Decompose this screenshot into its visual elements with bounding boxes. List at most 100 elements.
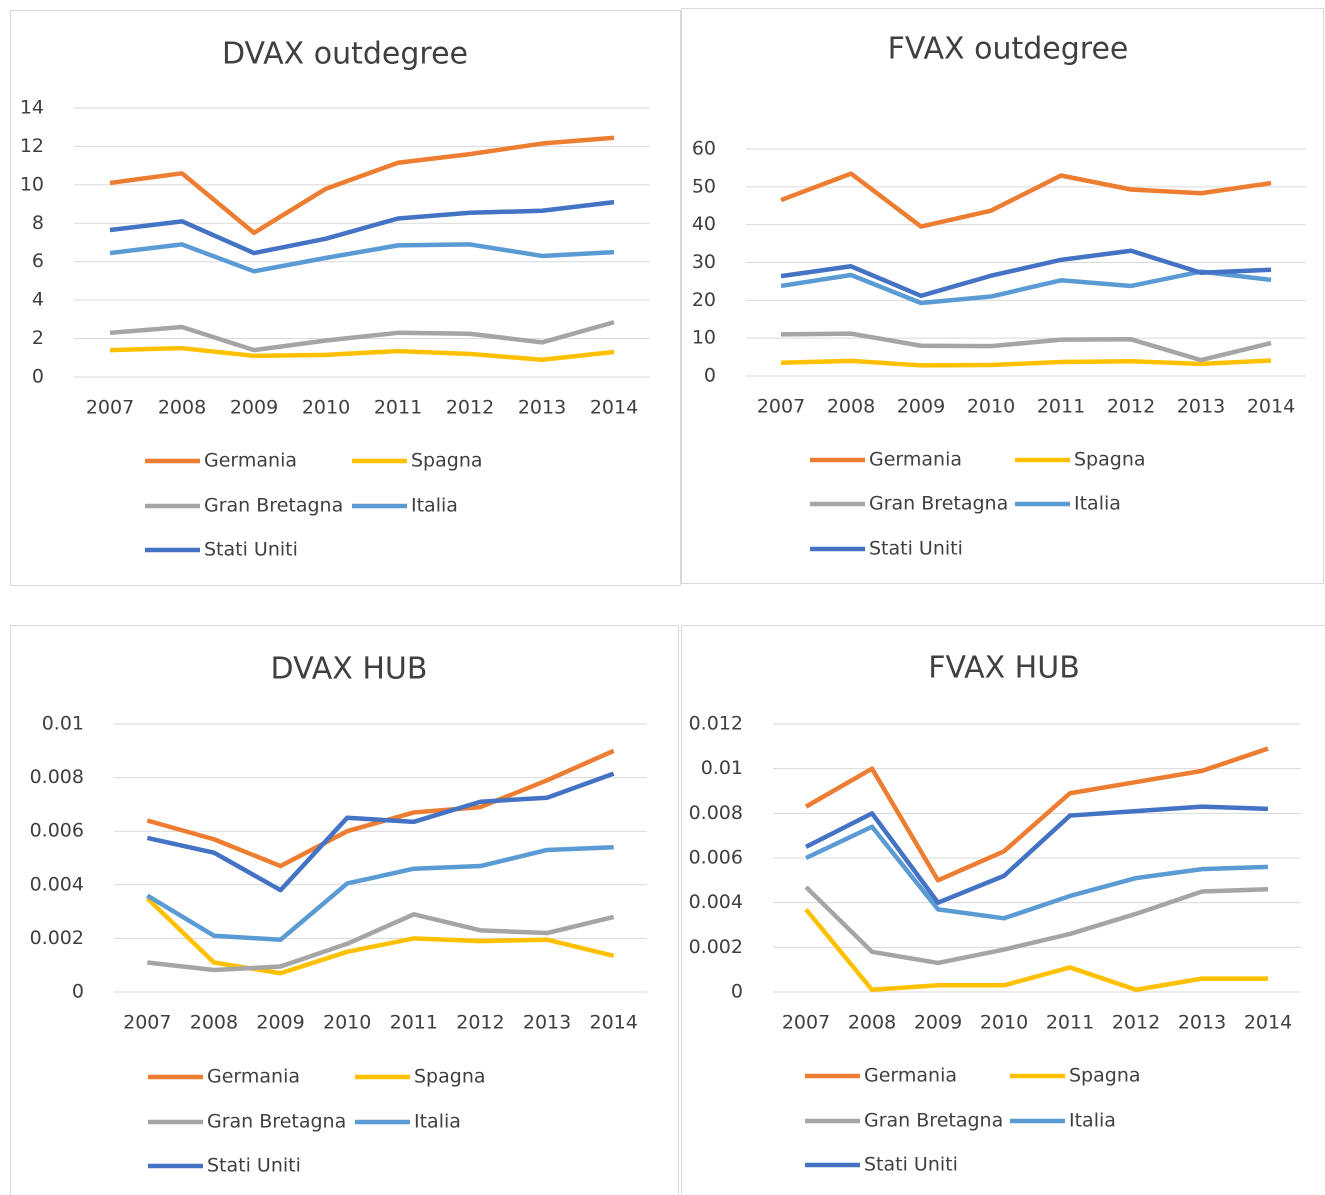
legend-label: Stati Uniti <box>869 538 963 560</box>
legend-label: Italia <box>1069 1110 1116 1132</box>
x-tick-label: 2007 <box>86 397 134 419</box>
chart-frame <box>681 625 1325 1195</box>
x-tick-label: 2013 <box>523 1012 571 1034</box>
legend-label: Stati Uniti <box>207 1155 301 1177</box>
x-tick-label: 2007 <box>782 1012 830 1034</box>
y-tick-label: 0.01 <box>42 713 84 735</box>
x-tick-label: 2011 <box>1046 1012 1094 1034</box>
x-tick-label: 2007 <box>757 396 805 418</box>
x-tick-label: 2010 <box>323 1012 371 1034</box>
chart-title: DVAX outdegree <box>222 37 468 72</box>
x-tick-label: 2009 <box>897 396 945 418</box>
x-tick-label: 2013 <box>518 397 566 419</box>
legend-label: Gran Bretagna <box>869 493 1008 515</box>
y-tick-label: 6 <box>32 250 44 272</box>
y-tick-label: 0.008 <box>689 802 743 824</box>
y-tick-label: 0 <box>72 981 84 1003</box>
y-tick-label: 0.01 <box>701 757 743 779</box>
x-tick-label: 2013 <box>1178 1012 1226 1034</box>
series-line <box>780 248 1272 299</box>
y-tick-label: 10 <box>692 327 716 349</box>
y-tick-label: 40 <box>692 213 716 235</box>
x-tick-label: 2012 <box>456 1012 504 1034</box>
y-tick-label: 14 <box>20 97 44 119</box>
legend-label: Stati Uniti <box>204 539 298 561</box>
x-tick-label: 2014 <box>590 1012 638 1034</box>
series-line <box>109 242 615 274</box>
chart-frame <box>681 8 1324 584</box>
legend-label: Gran Bretagna <box>204 495 343 517</box>
y-tick-label: 8 <box>32 212 44 234</box>
series-line <box>109 135 615 236</box>
series-line <box>805 824 1269 921</box>
x-tick-label: 2011 <box>1037 396 1085 418</box>
x-tick-label: 2010 <box>302 397 350 419</box>
legend-label: Germania <box>864 1065 957 1087</box>
x-tick-label: 2011 <box>390 1012 438 1034</box>
y-tick-label: 10 <box>20 173 44 195</box>
chart-title: FVAX HUB <box>928 651 1080 686</box>
legend-label: Spagna <box>411 450 483 472</box>
y-tick-label: 0.004 <box>689 891 743 913</box>
y-tick-label: 0 <box>731 981 743 1003</box>
legend-label: Italia <box>411 495 458 517</box>
series-line <box>804 885 1269 966</box>
chart-frame <box>10 625 679 1195</box>
y-tick-label: 0.012 <box>689 713 743 735</box>
series-line <box>780 358 1272 368</box>
series-line <box>780 269 1272 306</box>
legend-label: Gran Bretagna <box>207 1111 346 1133</box>
x-tick-label: 2009 <box>256 1012 304 1034</box>
legend-label: Germania <box>207 1066 300 1088</box>
legend-label: Italia <box>1074 493 1121 515</box>
series-line <box>147 912 615 973</box>
series-line <box>804 907 1268 993</box>
series-line <box>804 804 1269 905</box>
x-tick-label: 2007 <box>123 1012 171 1034</box>
x-tick-label: 2010 <box>980 1012 1028 1034</box>
legend-label: Germania <box>204 450 297 472</box>
x-tick-label: 2013 <box>1177 396 1225 418</box>
y-tick-label: 4 <box>32 289 44 311</box>
chart-frame <box>10 10 681 586</box>
y-tick-label: 0 <box>32 366 44 388</box>
x-tick-label: 2008 <box>827 396 875 418</box>
chart-title: DVAX HUB <box>271 652 428 687</box>
x-tick-label: 2014 <box>1247 396 1295 418</box>
legend-label: Germania <box>869 449 962 471</box>
x-tick-label: 2009 <box>914 1012 962 1034</box>
y-tick-label: 60 <box>692 138 716 160</box>
series-line <box>109 345 615 362</box>
series-line <box>146 771 615 893</box>
series-line <box>804 746 1269 883</box>
y-tick-label: 0.006 <box>689 847 743 869</box>
y-tick-label: 2 <box>32 327 44 349</box>
legend-label: Spagna <box>1069 1065 1141 1087</box>
y-tick-label: 0.008 <box>30 766 84 788</box>
chart-title: FVAX outdegree <box>888 32 1129 67</box>
y-tick-label: 0.006 <box>30 820 84 842</box>
x-tick-label: 2012 <box>446 397 494 419</box>
legend-label: Spagna <box>414 1066 486 1088</box>
x-tick-label: 2011 <box>374 397 422 419</box>
legend-label: Italia <box>414 1111 461 1133</box>
y-tick-label: 0.004 <box>30 873 84 895</box>
y-tick-label: 20 <box>692 289 716 311</box>
x-tick-label: 2014 <box>1244 1012 1292 1034</box>
y-tick-label: 0 <box>704 365 716 387</box>
legend-label: Spagna <box>1074 449 1146 471</box>
x-tick-label: 2008 <box>848 1012 896 1034</box>
y-tick-label: 30 <box>692 251 716 273</box>
x-tick-label: 2008 <box>190 1012 238 1034</box>
series-line <box>109 320 615 353</box>
y-tick-label: 50 <box>692 175 716 197</box>
x-tick-label: 2010 <box>967 396 1015 418</box>
y-tick-label: 12 <box>20 135 44 157</box>
series-line <box>780 331 1272 363</box>
legend-label: Gran Bretagna <box>864 1110 1003 1132</box>
x-tick-label: 2014 <box>590 397 638 419</box>
legend-label: Stati Uniti <box>864 1154 958 1176</box>
series-line <box>146 845 614 942</box>
y-tick-label: 0.002 <box>30 927 84 949</box>
